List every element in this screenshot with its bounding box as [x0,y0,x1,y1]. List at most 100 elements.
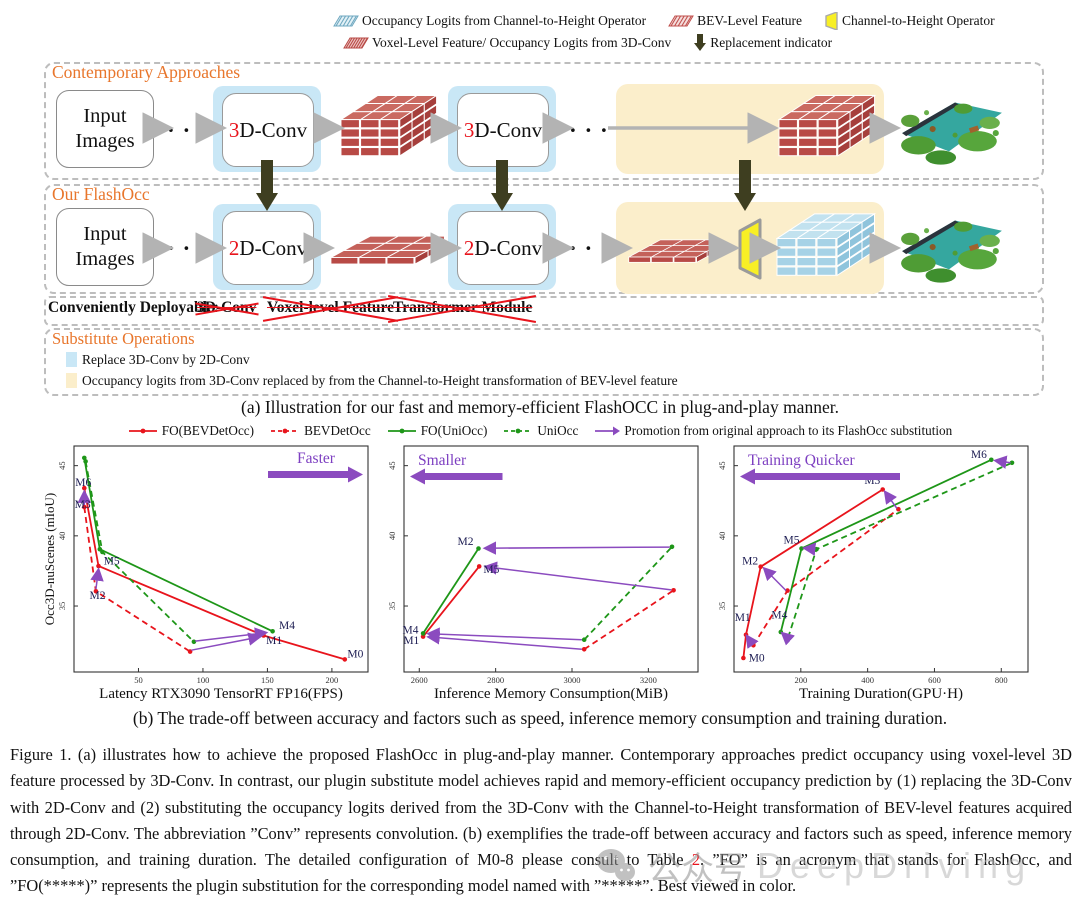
svg-text:M1: M1 [403,635,419,647]
substitute-operations-box [44,328,1044,396]
green-dashed-line-icon [503,425,533,437]
channel-to-height-operator [735,217,765,281]
svg-text:35: 35 [57,602,67,611]
svg-text:Occ3D-nuScenes (mIoU): Occ3D-nuScenes (mIoU) [44,493,57,625]
substitute-item-1: Replace 3D-Conv by 2D-Conv [82,352,250,367]
voxel-feature-cube-2 [778,86,878,166]
figure-caption-text: . ”FO” is an acronym that stands for Fla… [10,850,1073,896]
chart-legend: FO(BEVDetOcc) BEVDetOcc FO(UniOcc) UniOc… [40,423,1040,439]
svg-text:M2: M2 [458,536,474,548]
conv2d-box-1: 2 D-Conv [222,211,314,285]
deployable-box [44,296,1044,326]
svg-text:35: 35 [717,602,727,611]
legend-label: Promotion from original approach to its … [624,423,953,438]
input-label-line2: Images [75,248,135,270]
svg-text:M3: M3 [75,499,91,511]
substitute-title: Substitute Operations [52,329,195,348]
legend-item-replacement: Replacement indicator [693,34,832,52]
input-label-line1: Input [83,105,127,128]
conv3d-rest: D-Conv [239,117,308,142]
legend-item-voxel-feature: Voxel-Level Feature/ Occupancy Logits fr… [343,35,671,51]
green-solid-line-icon [387,425,417,437]
svg-text:50: 50 [134,675,143,685]
svg-text:200: 200 [326,675,339,685]
contemporary-approaches-box [44,62,1044,180]
crossed-voxel-feature: Voxel-level Feature [267,299,394,316]
caption-a: (a) Illustration for our fast and memory… [241,397,839,417]
legend-item-occupancy-logits: Occupancy Logits from Channel-to-Height … [333,13,646,29]
svg-text:M5: M5 [784,535,800,547]
memory-chart: 2600 2800 3000 3200 35 40 45 Inference Memory C… [374,440,704,706]
diagram-legend: Occupancy Logits from Channel-to-Height … [333,10,1073,54]
svg-text:Training Quicker: Training Quicker [748,452,855,469]
deployable-label: Conveniently Deployable: [48,299,219,316]
input-label-line1: Input [83,223,127,246]
red-solid-line-icon [128,425,158,437]
svg-text:Training Duration(GPU·H): Training Duration(GPU·H) [799,686,963,702]
crossed-transformer-module: Transformer Module [393,299,533,316]
svg-text:M4: M4 [403,624,419,636]
svg-text:M0: M0 [749,653,765,665]
input-images-box-bottom: Input Images [56,208,154,286]
conv3d-rest: D-Conv [474,117,543,142]
input-images-box-top: Input Images [56,90,154,168]
svg-text:Inference Memory Consumption(M: Inference Memory Consumption(MiB) [434,686,668,702]
conv2d-rest: D-Conv [239,235,308,260]
conv3d-digit: 3 [228,117,240,142]
legend-label: Channel-to-Height Operator [842,13,995,28]
legend-bevdetocc: BEVDetOcc [270,423,371,439]
legend-item-bev-feature: BEV-Level Feature [668,13,802,29]
svg-text:35: 35 [387,602,397,611]
ellipsis: . . . [168,112,207,137]
conv2d-digit: 2 [463,235,475,260]
conv3d-digit: 3 [463,117,475,142]
legend-label: Occupancy Logits from Channel-to-Height … [362,13,647,28]
svg-text:150: 150 [261,675,274,685]
svg-text:M4: M4 [279,620,295,632]
conv2d-box-2: 2 D-Conv [457,211,549,285]
contemporary-title: Contemporary Approaches [52,62,241,82]
conv3d-box-2: 3 D-Conv [457,93,549,167]
legend-label: FO(UniOcc) [420,423,488,438]
svg-text:600: 600 [928,675,941,685]
svg-text:M5: M5 [483,564,499,576]
svg-text:M1: M1 [266,635,282,647]
svg-text:3000: 3000 [564,675,581,685]
table-2-link[interactable]: 2 [691,850,701,869]
svg-text:M1: M1 [735,612,751,624]
svg-text:M6: M6 [971,449,987,461]
yellow-swatch [66,373,77,388]
diagram-legend-row1: Occupancy Logits from Channel-to-Height … [333,10,1073,32]
legend-uniocc: UniOcc [503,423,578,439]
substitute-item-2: Occupancy logits from 3D-Conv replaced b… [82,373,678,388]
legend-item-c2h-operator: Channel-to-Height Operator [824,12,995,30]
svg-text:800: 800 [995,675,1008,685]
svg-text:400: 400 [861,675,874,685]
svg-text:100: 100 [197,675,210,685]
svg-text:45: 45 [387,461,397,470]
svg-text:3200: 3200 [640,675,657,685]
input-label-line2: Images [75,130,135,152]
svg-text:M4: M4 [771,610,787,622]
flashocc-box [44,184,1044,294]
purple-arrow-icon [594,425,621,437]
legend-fo-uniocc: FO(UniOcc) [387,423,488,439]
training-chart: 200 400 600 800 35 40 45 Training Duration(GPU·… [704,440,1034,706]
legend-promotion: Promotion from original approach to its … [594,423,952,439]
svg-text:M5: M5 [104,556,120,568]
legend-fo-bevdetocc: FO(BEVDetOcc) [128,423,254,439]
svg-text:40: 40 [717,532,727,541]
legend-label: FO(BEVDetOcc) [161,423,255,438]
legend-label: UniOcc [537,423,579,438]
legend-label: BEVDetOcc [304,423,371,438]
svg-text:Latency RTX3090 TensorRT FP16(: Latency RTX3090 TensorRT FP16(FPS) [99,686,343,702]
replacement-arrow-icon [693,34,707,52]
svg-text:Faster: Faster [297,450,336,467]
svg-text:45: 45 [717,461,727,470]
legend-label: Replacement indicator [710,35,833,50]
legend-label: Voxel-Level Feature/ Occupancy Logits fr… [372,35,672,50]
ellipsis: . . . [570,230,609,255]
occupancy-logits-cube [776,204,878,286]
occupancy-output-image-top [896,88,1008,168]
